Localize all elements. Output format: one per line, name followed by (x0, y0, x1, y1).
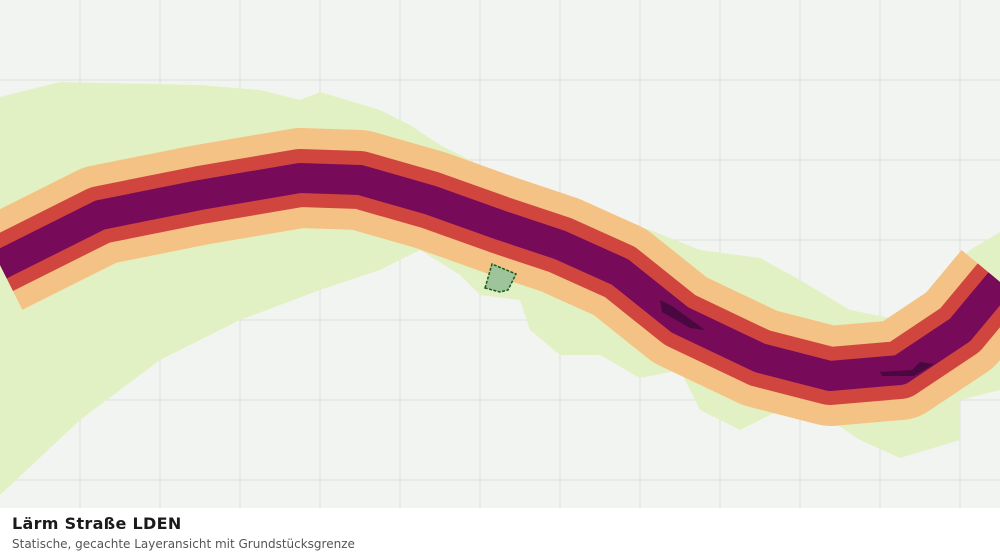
noise-zone-extreme (880, 362, 934, 376)
noise-zone-extreme (660, 300, 705, 330)
noise-zone-very-high (0, 163, 1000, 391)
noise-map (0, 0, 1000, 508)
map-caption: Lärm Straße LDEN Statische, gecachte Lay… (0, 508, 1000, 560)
map-subtitle: Statische, gecachte Layeransicht mit Gru… (12, 537, 355, 551)
parcel-boundary (484, 262, 518, 293)
map-title: Lärm Straße LDEN (12, 514, 182, 533)
